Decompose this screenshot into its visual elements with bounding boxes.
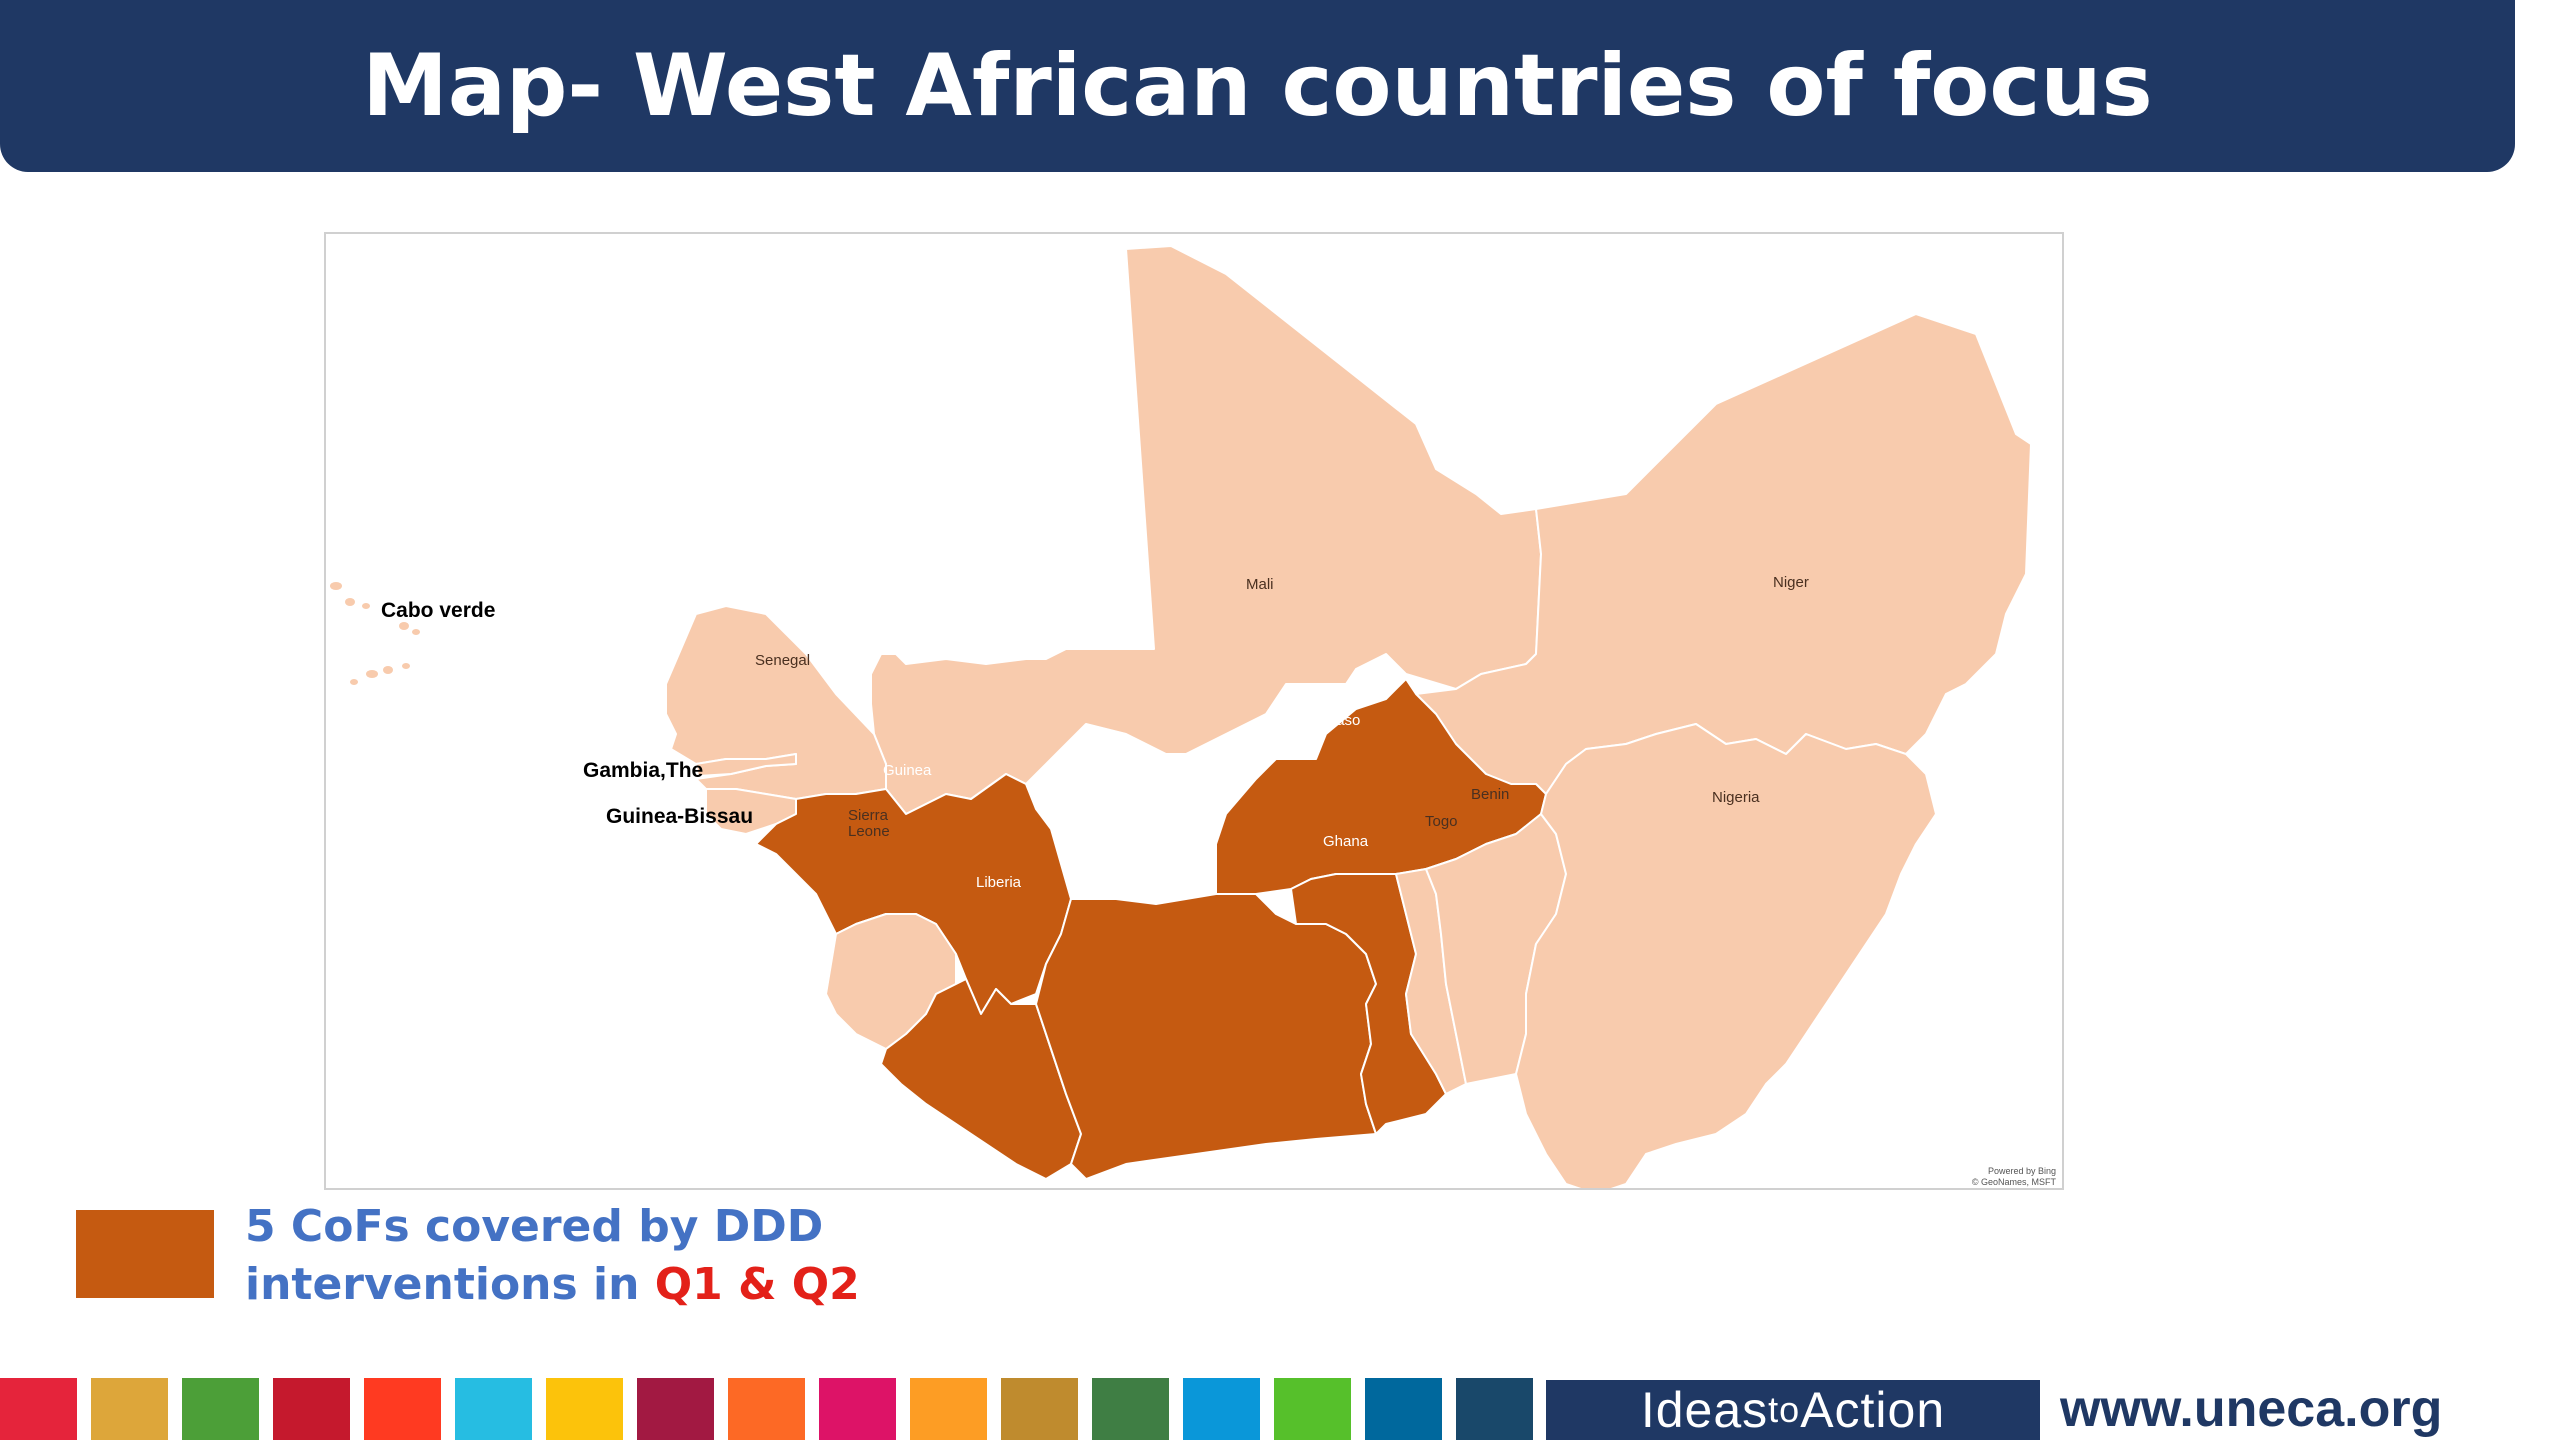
- sdg-square-12: [1001, 1378, 1078, 1440]
- label-cote-divoire: Côte d'Ivoire: [1082, 841, 1166, 858]
- label-togo: Togo: [1425, 813, 1458, 830]
- page-title: Map- West African countries of focus: [362, 36, 2153, 136]
- west-africa-map: Mali Niger Senegal Guinea Sierra Leone L…: [330, 245, 2057, 1188]
- legend-line-1: 5 CoFs covered by DDD: [245, 1201, 824, 1252]
- sdg-square-4: [273, 1378, 350, 1440]
- sdg-square-16: [1365, 1378, 1442, 1440]
- label-senegal: Senegal: [755, 652, 810, 669]
- legend-line-2-prefix: interventions in: [245, 1259, 655, 1310]
- label-mali: Mali: [1246, 576, 1274, 593]
- sdg-square-8: [637, 1378, 714, 1440]
- label-guinea: Guinea: [883, 762, 932, 779]
- country-gambia[interactable]: [695, 753, 797, 777]
- label-liberia: Liberia: [976, 874, 1022, 891]
- map-frame: Mali Niger Senegal Guinea Sierra Leone L…: [324, 232, 2064, 1190]
- sdg-square-10: [819, 1378, 896, 1440]
- legend-amp: &: [722, 1259, 792, 1310]
- website-link[interactable]: www.uneca.org: [2060, 1380, 2443, 1438]
- brand-ideas: Ideas: [1640, 1382, 1769, 1438]
- ideas-to-action-logo: Ideas to Action: [1546, 1380, 2040, 1440]
- label-ghana: Ghana: [1323, 833, 1369, 850]
- country-ghana[interactable]: [1290, 873, 1447, 1135]
- legend-q1: Q1: [654, 1259, 723, 1310]
- country-cote-divoire[interactable]: [1035, 893, 1377, 1180]
- country-cabo-verde[interactable]: [330, 582, 420, 685]
- label-nigeria: Nigeria: [1712, 789, 1760, 806]
- sdg-square-17: [1456, 1378, 1533, 1440]
- title-bar: Map- West African countries of focus: [0, 0, 2515, 172]
- sdg-square-11: [910, 1378, 987, 1440]
- sdg-square-15: [1274, 1378, 1351, 1440]
- legend-swatch: [76, 1210, 214, 1298]
- sdg-square-14: [1183, 1378, 1260, 1440]
- legend-q2: Q2: [791, 1259, 860, 1310]
- label-sierra-leone-2: Leone: [848, 823, 890, 840]
- sdg-square-6: [455, 1378, 532, 1440]
- sdg-square-3: [182, 1378, 259, 1440]
- sdg-square-13: [1092, 1378, 1169, 1440]
- map-attribution-1: Powered by Bing: [1988, 1166, 2056, 1176]
- label-gambia: Gambia,The: [583, 759, 703, 782]
- label-cabo-verde: Cabo verde: [381, 599, 495, 622]
- label-sierra-leone-1: Sierra: [848, 807, 889, 824]
- sdg-square-9: [728, 1378, 805, 1440]
- brand-action: Action: [1800, 1382, 1946, 1438]
- map-attribution-2: © GeoNames, MSFT: [1972, 1177, 2057, 1187]
- sdg-square-1: [0, 1378, 77, 1440]
- legend-line-2: interventions in Q1 & Q2: [245, 1256, 860, 1314]
- sdg-square-7: [546, 1378, 623, 1440]
- label-niger: Niger: [1773, 574, 1809, 591]
- label-burkina-faso: Burkina Faso: [1272, 712, 1360, 729]
- sdg-square-5: [364, 1378, 441, 1440]
- legend-text: 5 CoFs covered by DDD interventions in Q…: [245, 1198, 860, 1314]
- brand-to: to: [1768, 1389, 1801, 1430]
- label-benin: Benin: [1471, 786, 1509, 803]
- sdg-color-strip: [0, 1378, 1547, 1440]
- sdg-square-2: [91, 1378, 168, 1440]
- country-nigeria[interactable]: [1515, 723, 1937, 1188]
- label-guinea-bissau: Guinea-Bissau: [606, 805, 753, 828]
